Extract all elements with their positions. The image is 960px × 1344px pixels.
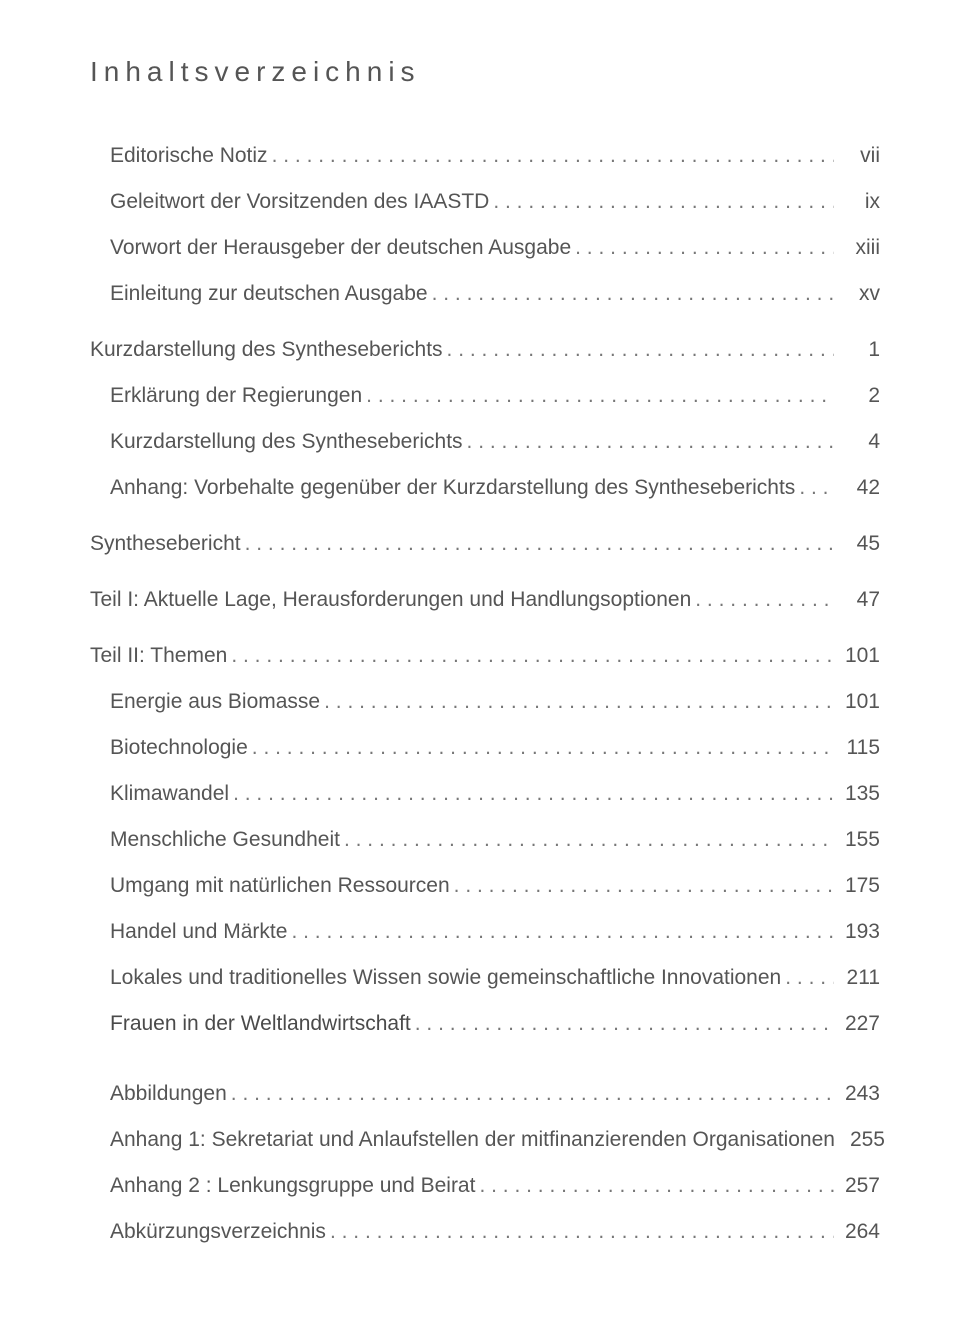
toc-entry-page: 193 [838,920,880,944]
toc-entry-label: Kurzdarstellung des Syntheseberichts [110,430,463,454]
toc-entry-leader [366,384,834,408]
toc-entry: Anhang 2 : Lenkungsgruppe und Beirat 257 [90,1174,880,1198]
toc-entry: Biotechnologie 115 [90,736,880,760]
toc-entry-leader [467,430,834,454]
toc-entry: Synthesebericht 45 [90,532,880,556]
toc-entry-leader [493,190,834,214]
toc-entry-leader [454,874,834,898]
toc-entry-page: 257 [838,1174,880,1198]
toc-entry-label: Erklärung der Regierungen [110,384,362,408]
toc-entry-label: Umgang mit natürlichen Ressourcen [110,874,450,898]
toc-entry-page: 155 [838,828,880,852]
toc-entry: Kurzdarstellung des Syntheseberichts 1 [90,338,880,362]
toc-entry: Einleitung zur deutschen Ausgabe xv [90,282,880,306]
toc-entry-page: 135 [838,782,880,806]
toc-entry-leader [252,736,834,760]
toc-entry-leader [291,920,834,944]
toc-entry-leader [245,532,834,556]
toc-entry-label: Klimawandel [110,782,229,806]
toc-entry: Klimawandel 135 [90,782,880,806]
toc-entry-label: Abkürzungsverzeichnis [110,1220,326,1244]
toc-list: Editorische Notiz vii Geleitwort der Vorsi… [90,144,880,1250]
toc-entry: Umgang mit natürlichen Ressourcen 175 [90,874,880,898]
toc-entry-leader [231,644,834,668]
toc-entry: Kurzdarstellung des Syntheseberichts 4 [90,430,880,454]
toc-entry-page: ix [838,190,880,214]
toc-entry: Lokales und traditionelles Wissen sowie … [90,966,880,990]
toc-entry-leader [324,690,834,714]
toc-entry-page: 227 [838,1012,880,1036]
toc-entry-page: 101 [838,690,880,714]
toc-entry: Geleitwort der Vorsitzenden des IAASTD ix [90,190,880,214]
toc-entry-label: Energie aus Biomasse [110,690,320,714]
toc-entry-label: Anhang: Vorbehalte gegenüber der Kurzdar… [110,476,795,500]
toc-entry-leader [330,1220,834,1244]
toc-entry-page: 47 [838,588,880,612]
toc-entry-label: Kurzdarstellung des Syntheseberichts [90,338,443,362]
toc-entry-page: 2 [838,384,880,408]
toc-entry-label: Teil II: Themen [90,644,227,668]
toc-entry: Energie aus Biomasse 101 [90,690,880,714]
toc-entry-label: Synthesebericht [90,532,241,556]
toc-entry-label: Biotechnologie [110,736,248,760]
toc-entry-leader [344,828,834,852]
toc-entry-leader [799,476,834,500]
toc-entry-leader [415,1012,834,1036]
toc-entry-page: 264 [838,1220,880,1244]
toc-entry-page: 1 [838,338,880,362]
toc-entry: Anhang 1: Sekretariat und Anlaufstellen … [90,1128,880,1152]
toc-entry-label: Vorwort der Herausgeber der deutschen Au… [110,236,571,260]
toc-entry-page: 175 [838,874,880,898]
toc-entry-page: 42 [838,476,880,500]
toc-entry-page: 115 [838,736,880,760]
toc-entry: Handel und Märkte 193 [90,920,880,944]
toc-entry-page: 4 [838,430,880,454]
toc-entry-leader [233,782,834,806]
toc-entry-leader [479,1174,834,1198]
toc-entry-label: Anhang 2 : Lenkungsgruppe und Beirat [110,1174,475,1198]
toc-entry-page: xiii [838,236,880,260]
toc-entry: Vorwort der Herausgeber der deutschen Au… [90,236,880,260]
toc-entry-leader [785,966,834,990]
toc-entry-label: Menschliche Gesundheit [110,828,340,852]
toc-entry: Anhang: Vorbehalte gegenüber der Kurzdar… [90,476,880,500]
toc-entry: Frauen in der Weltlandwirtschaft 227 [90,1012,880,1036]
toc-entry-leader [432,282,834,306]
toc-entry-label: Lokales und traditionelles Wissen sowie … [110,966,781,990]
toc-entry-leader [231,1082,834,1106]
toc-entry-leader [447,338,834,362]
toc-entry: Abbildungen 243 [90,1082,880,1106]
toc-entry-page: vii [838,144,880,168]
toc-entry-label: Editorische Notiz [110,144,268,168]
toc-entry: Editorische Notiz vii [90,144,880,168]
toc-entry-page: 243 [838,1082,880,1106]
toc-entry-label: Anhang 1: Sekretariat und Anlaufstellen … [110,1128,835,1152]
toc-entry-label: Geleitwort der Vorsitzenden des IAASTD [110,190,489,214]
toc-entry: Erklärung der Regierungen 2 [90,384,880,408]
toc-entry-page: 101 [838,644,880,668]
toc-entry-leader [575,236,834,260]
toc-entry-label: Abbildungen [110,1082,227,1106]
toc-entry: Teil I: Aktuelle Lage, Herausforderungen… [90,588,880,612]
toc-entry-label: Frauen in der Weltlandwirtschaft [110,1012,411,1036]
toc-entry-page: 255 [843,1128,885,1152]
toc-entry-leader [695,588,834,612]
toc-entry-page: 211 [838,966,880,990]
toc-entry-label: Einleitung zur deutschen Ausgabe [110,282,428,306]
toc-entry-page: 45 [838,532,880,556]
toc-entry-label: Handel und Märkte [110,920,287,944]
toc-entry: Abkürzungsverzeichnis 264 [90,1220,880,1244]
toc-entry: Teil II: Themen 101 [90,644,880,668]
toc-heading: Inhaltsverzeichnis [90,56,880,88]
toc-entry: Menschliche Gesundheit 155 [90,828,880,852]
toc-entry-page: xv [838,282,880,306]
toc-entry-leader [272,144,834,168]
toc-entry-label: Teil I: Aktuelle Lage, Herausforderungen… [90,588,691,612]
